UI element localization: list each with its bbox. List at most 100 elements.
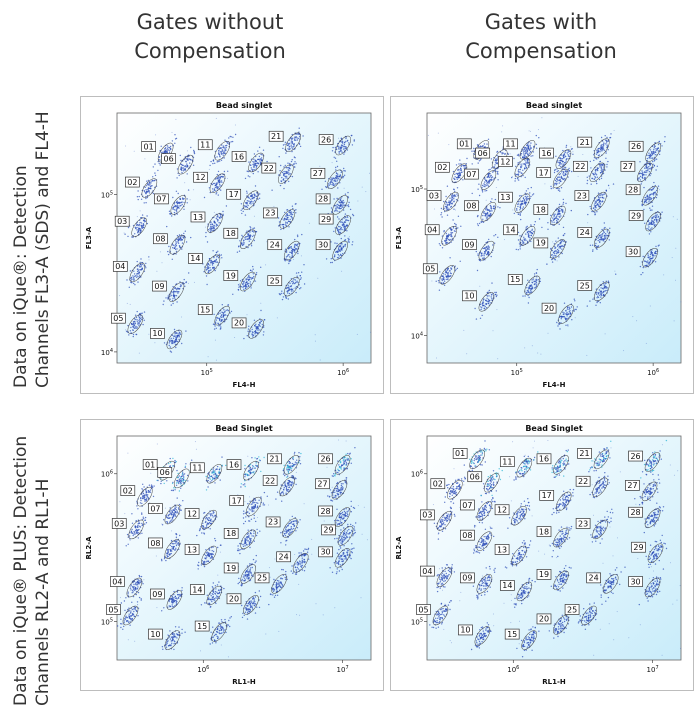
gate-outline xyxy=(645,211,661,232)
event-dot xyxy=(249,269,252,271)
event-dot xyxy=(338,218,340,220)
gate-outline xyxy=(278,164,294,184)
gate-label: 02 xyxy=(437,163,447,172)
event-dot xyxy=(289,210,291,212)
event-dot xyxy=(655,218,658,221)
event-dot xyxy=(142,224,144,226)
event-dot xyxy=(482,300,484,302)
event-dot xyxy=(137,532,140,534)
event-dot xyxy=(605,287,607,289)
event-dot xyxy=(482,302,485,304)
event-dot xyxy=(335,176,337,179)
event-dot xyxy=(651,153,654,156)
event-dot xyxy=(137,229,139,231)
event-dot xyxy=(643,186,645,189)
gate-label-box xyxy=(475,147,491,159)
event-dot xyxy=(232,136,234,138)
event-dot xyxy=(649,305,651,307)
event-dot xyxy=(484,307,486,309)
gate-label: 21 xyxy=(271,132,281,141)
event-dot xyxy=(137,198,139,201)
event-dot xyxy=(157,169,159,172)
gate-outline xyxy=(214,141,231,161)
event-dot xyxy=(531,194,534,196)
event-dot xyxy=(603,167,605,169)
event-dot xyxy=(167,295,169,297)
gate-label: 10 xyxy=(464,292,474,301)
event-dot xyxy=(138,528,140,531)
event-dot xyxy=(342,177,344,179)
gate-label-box xyxy=(620,160,636,172)
event-dot xyxy=(593,173,595,176)
event-dot xyxy=(657,216,659,218)
event-dot xyxy=(222,316,224,318)
event-dot xyxy=(278,293,281,295)
event-dot xyxy=(442,276,445,278)
event-dot xyxy=(338,207,341,210)
event-dot xyxy=(262,334,265,336)
event-dot xyxy=(120,623,122,625)
event-dot xyxy=(338,147,340,149)
event-dot xyxy=(523,150,525,152)
event-dot xyxy=(131,236,133,238)
event-dot xyxy=(565,202,567,205)
event-dot xyxy=(481,145,483,148)
event-dot xyxy=(254,280,256,282)
event-dot xyxy=(341,228,343,231)
event-dot xyxy=(247,170,249,173)
event-dot xyxy=(137,323,139,325)
event-dot xyxy=(657,143,660,146)
event-dot xyxy=(485,189,488,192)
event-dot xyxy=(285,221,287,223)
event-dot xyxy=(550,220,552,222)
event-dot xyxy=(296,133,298,135)
event-dot xyxy=(340,140,342,143)
event-dot xyxy=(166,147,169,149)
event-dot xyxy=(557,160,559,162)
gate-label: 08 xyxy=(155,235,165,244)
event-dot xyxy=(521,200,523,203)
event-dot xyxy=(646,264,648,266)
event-dot xyxy=(502,125,504,127)
event-dot xyxy=(295,286,298,288)
event-dot xyxy=(281,171,284,174)
event-dot xyxy=(291,133,293,136)
event-dot xyxy=(225,145,227,147)
event-dot xyxy=(648,162,651,165)
event-dot xyxy=(148,259,150,261)
event-dot xyxy=(443,280,446,282)
event-dot xyxy=(207,267,209,270)
event-dot xyxy=(483,253,485,255)
gate-label: 09 xyxy=(464,240,474,249)
event-dot xyxy=(246,314,248,316)
event-dot xyxy=(219,215,222,217)
gate-label-box xyxy=(533,204,549,215)
event-dot xyxy=(124,617,126,620)
event-dot xyxy=(245,286,247,288)
event-dot xyxy=(656,221,658,223)
event-dot xyxy=(653,147,655,149)
event-dot xyxy=(154,186,156,189)
event-dot xyxy=(293,250,295,252)
event-dot xyxy=(174,248,177,251)
event-dot xyxy=(133,531,136,533)
event-dot xyxy=(279,293,281,296)
event-dot xyxy=(557,213,559,215)
event-dot xyxy=(529,192,531,194)
event-dot xyxy=(334,242,336,244)
event-dot xyxy=(135,532,138,534)
event-dot xyxy=(133,273,136,275)
event-dot xyxy=(649,168,651,170)
event-dot xyxy=(450,235,452,237)
gate-outline xyxy=(141,178,158,198)
event-dot xyxy=(559,241,562,244)
event-dot xyxy=(599,291,601,293)
event-dot xyxy=(215,251,218,254)
event-dot xyxy=(214,182,216,185)
event-dot xyxy=(522,295,524,297)
event-dot xyxy=(169,147,171,149)
event-dot xyxy=(179,245,181,248)
event-dot xyxy=(550,187,552,190)
event-dot xyxy=(210,231,212,233)
event-dot xyxy=(252,227,254,230)
